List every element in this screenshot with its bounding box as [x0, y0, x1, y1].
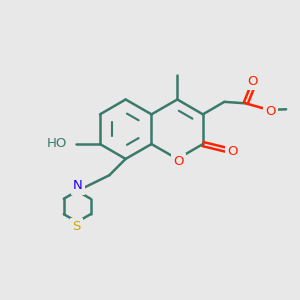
- Text: O: O: [227, 145, 238, 158]
- Text: O: O: [174, 155, 184, 168]
- Text: S: S: [72, 220, 81, 233]
- Text: HO: HO: [47, 137, 68, 150]
- Text: N: N: [73, 179, 82, 193]
- Text: O: O: [247, 75, 258, 88]
- Text: O: O: [265, 105, 276, 118]
